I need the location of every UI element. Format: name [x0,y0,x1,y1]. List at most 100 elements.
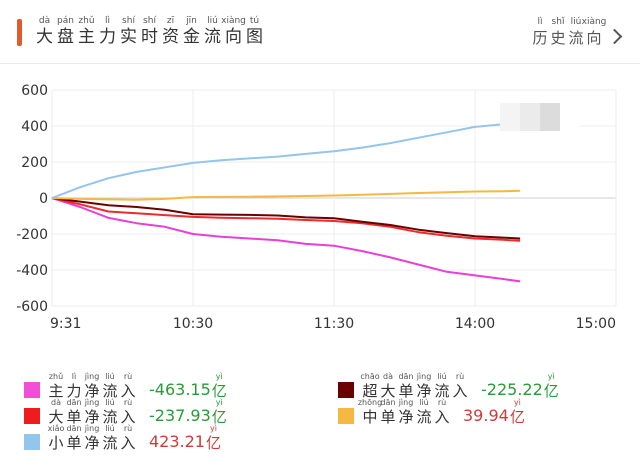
hanzi: 流 [102,434,118,452]
legend-item-large: dà 大 dān 单 jìng 净 liú 流 rù 入 -237.93 yì 亿 [24,398,227,426]
legend-item-main: zhǔ 主 lì 力 jìng 净 liú 流 rù 入 -463.15 yì 亿 [24,372,227,400]
hanzi: 时 [141,27,158,47]
hanzi: 亿 [205,434,221,452]
legend-label-char: rù 入 [451,372,469,400]
history-label-char: liú 流 [567,17,585,48]
legend-label-char: jìng 净 [83,424,101,452]
legend-label-char: liú 流 [101,424,119,452]
legend-label-char: chāo 超 [360,372,379,400]
title-char: liú 流 [202,16,223,47]
page-title: dà 大 pán 盘 zhǔ 主 lì 力 shí 实 shí 时 zī 资 jīn 金 liú 流 xiàng 向 t… [34,16,265,47]
legend-label-char: jìng 净 [415,372,433,400]
series-line-small [51,120,521,199]
title-char: dà 大 [34,16,55,47]
pinyin: liú [105,372,115,381]
hanzi: 流 [434,382,450,400]
legend-label-char: jìng 净 [83,372,101,400]
pinyin: xiàng [221,16,246,26]
history-label-char: xiàng 向 [582,17,607,48]
hanzi: 大 [380,382,396,400]
x-tick-label: 9:31 [50,316,81,332]
legend-label-char: zhōng 中 [357,398,383,426]
pinyin: dà [51,398,61,407]
legend-value: 423.21 [149,432,205,451]
pinyin: dà [383,372,393,381]
history-label-char: shǐ 史 [549,17,567,48]
hanzi: 净 [84,408,100,426]
series-line-medium [51,189,521,201]
blurred-overlay [500,103,580,131]
pinyin: zhǔ [78,16,95,26]
hanzi: 单 [66,434,82,452]
hanzi: 入 [434,408,450,426]
hanzi: 亿 [509,408,525,426]
hanzi: 主 [48,382,64,400]
legend-item-medium: zhōng 中 dān 单 jìng 净 liú 流 rù 入 39.94 yì 亿 [338,398,525,426]
series-line-main [51,197,521,283]
pinyin: lì [537,17,543,27]
x-tick-label: 15:00 [576,316,616,332]
header-divider [0,63,640,64]
legend-label-char: liú 流 [415,398,433,426]
pinyin: dān [66,424,82,433]
history-flow-link[interactable]: lì 历 shǐ 史 liú 流 xiàng 向 [531,17,623,48]
title-char: zhǔ 主 [76,16,97,47]
hanzi: 盘 [57,27,74,47]
legend-label-char: rù 入 [119,398,137,426]
hanzi: 单 [398,382,414,400]
pinyin: jìng [84,398,100,407]
pinyin: yì [547,372,555,381]
pinyin: dān [66,398,82,407]
chevron-right-icon [606,28,623,45]
y-tick-label: 400 [21,119,48,135]
legend-label-char: jìng 净 [397,398,415,426]
legend-label-char: liú 流 [433,372,451,400]
pinyin: jìng [84,372,100,381]
hanzi: 图 [246,27,263,47]
legend-label-char: lì 力 [65,372,83,400]
hanzi: 力 [99,27,116,47]
pinyin: dān [380,398,396,407]
hanzi: 中 [362,408,378,426]
hanzi: 大 [36,27,53,47]
legend-value: -237.93 [149,406,211,425]
pinyin: yì [513,398,521,407]
pinyin: dà [38,16,51,26]
legend-swatch [338,408,354,424]
pinyin: liú [207,16,218,26]
pinyin: rù [123,424,133,433]
y-axis-ticks: 600 400 200 0 -200 -400 -600 [16,83,48,315]
legend-item-small: xiǎo 小 dān 单 jìng 净 liú 流 rù 入 423.21 yì 亿 [24,424,221,452]
legend-label-char: dān 单 [379,398,397,426]
header: dà 大 pán 盘 zhǔ 主 lì 力 shí 实 shí 时 zī 资 jīn 金 liú 流 xiàng 向 t… [0,0,640,62]
pinyin: dān [398,372,414,381]
hanzi: 流 [204,27,221,47]
legend-value: -463.15 [149,380,211,399]
hanzi: 亿 [211,382,227,400]
legend-value: -225.22 [481,380,543,399]
title-char: lì 力 [97,16,118,47]
hanzi: 净 [398,408,414,426]
title-char: shí 时 [139,16,160,47]
hanzi: 亿 [543,382,559,400]
legend-label-char: dà 大 [47,398,65,426]
pinyin: jìng [84,424,100,433]
pinyin: liú [570,17,582,27]
series-line-super [51,197,521,240]
hanzi: 单 [66,408,82,426]
pinyin: jìng [416,372,432,381]
pinyin: lì [104,16,110,26]
pinyin: jìng [398,398,414,407]
hanzi: 单 [380,408,396,426]
hanzi: 实 [120,27,137,47]
legend-label-char: dān 单 [65,398,83,426]
hanzi: 主 [78,27,95,47]
legend-unit: yì 亿 [212,372,227,400]
legend-swatch [338,382,354,398]
legend-label-char: rù 入 [119,372,137,400]
legend-label-char: dān 单 [65,424,83,452]
pinyin: shí [143,16,156,26]
legend-label-char: liú 流 [101,398,119,426]
pinyin: zhōng [357,398,383,407]
fund-flow-chart: 600 400 200 0 -200 -400 -600 9:31 10:30 11:30 14:… [16,83,617,332]
